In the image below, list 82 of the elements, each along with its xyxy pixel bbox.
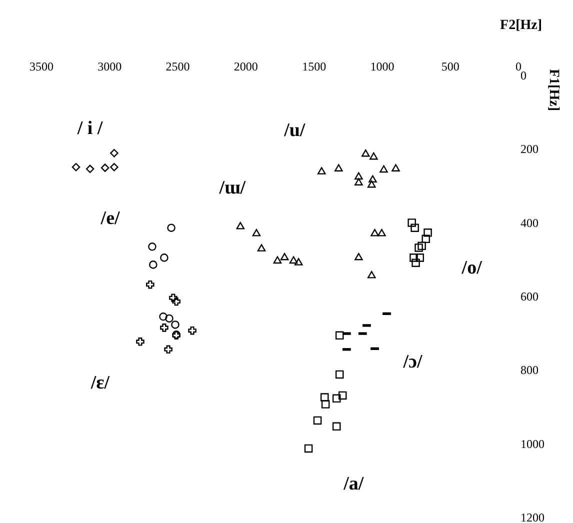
point [408,218,416,227]
point [332,422,341,431]
y-axis-title: F1[Hz] [546,69,561,111]
series-label: /e/ [100,208,120,229]
point [424,228,432,237]
text: /a/ [342,473,364,494]
point [149,260,158,269]
y-tick-label: 400 [520,216,538,230]
text: /ɛ/ [90,372,110,394]
point [354,252,363,260]
point [368,175,377,183]
point [335,370,344,379]
point [280,252,289,260]
series-label: / i / [76,118,104,140]
point [354,178,363,186]
y-tick-label: 1200 [520,510,544,523]
point [110,162,118,172]
point [148,242,156,251]
x-tick-label: 1500 [302,60,326,74]
point [378,228,386,236]
series-label: /u/ [283,120,306,142]
point [321,400,330,408]
point [370,152,378,160]
point [164,345,172,354]
point [317,167,326,174]
point [294,258,303,266]
point [354,172,363,180]
point [273,256,282,264]
point [338,391,347,400]
point [412,258,420,267]
point [367,270,376,278]
point [392,164,400,172]
point [100,164,110,172]
x-tick-label: 3500 [30,60,54,74]
x-tick-label: 500 [441,60,460,74]
point [289,256,298,264]
point [361,149,370,157]
x-axis-title: F2[Hz] [500,18,542,33]
point [414,244,423,252]
x-tick-label: 2500 [166,60,190,74]
point [367,180,376,188]
point [165,314,174,323]
point [313,416,322,425]
point [422,234,430,244]
point [188,326,196,335]
point [410,254,418,262]
x-tick-label: 1000 [370,60,394,74]
point [418,242,426,250]
point [320,393,329,402]
point [252,228,261,236]
point [257,244,266,252]
x-tick-label: 3000 [98,60,122,74]
point [167,224,176,232]
y-tick-label: 800 [520,363,538,378]
point [380,165,388,173]
point [416,254,424,262]
point [171,320,180,329]
point [169,294,178,302]
y-tick-label: 200 [520,142,538,156]
y-tick-label: 600 [520,290,538,304]
point [370,228,379,236]
point [72,162,80,172]
point [172,297,180,306]
point [304,444,313,453]
y-tick-label: 1000 [520,436,544,451]
point [146,280,154,289]
point [160,254,168,262]
point [86,164,94,174]
point [334,164,343,172]
series-label: /ɔ/ [402,352,423,373]
point [159,312,168,321]
point [236,222,245,230]
series-label: /o/ [460,258,483,279]
point [410,224,419,232]
point [335,331,344,340]
point [136,338,144,346]
series-label: /ɯ/ [218,178,246,199]
x-tick-label: 2000 [234,60,258,74]
point [332,394,341,403]
y-tick-label: 0 [520,68,526,82]
point [160,324,168,332]
point [110,148,118,158]
